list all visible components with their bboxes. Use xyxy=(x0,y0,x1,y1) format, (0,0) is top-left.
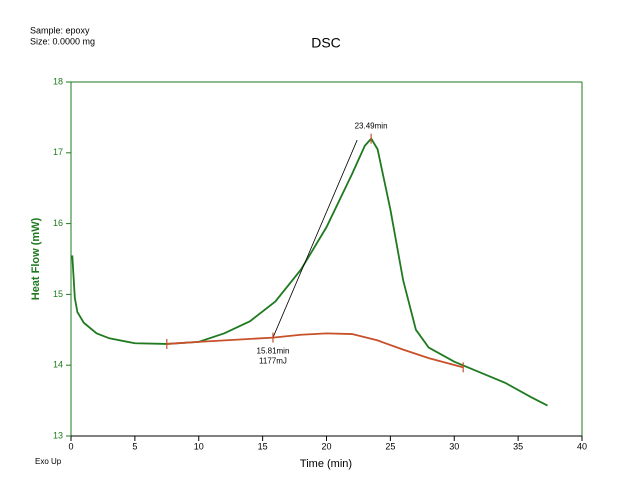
footnote: Exo Up xyxy=(35,457,62,466)
annotation: 23.49min xyxy=(355,122,388,131)
annotation: 15.81min xyxy=(257,347,290,356)
y-tick-label: 16 xyxy=(53,218,63,228)
tangent-line xyxy=(272,139,358,338)
x-tick-label: 25 xyxy=(385,441,395,451)
x-tick-label: 40 xyxy=(577,441,587,451)
size-info: Size: 0.0000 mg xyxy=(30,36,95,46)
sample-info: Sample: epoxy xyxy=(30,25,90,35)
x-tick-label: 30 xyxy=(449,441,459,451)
y-tick-label: 14 xyxy=(53,360,63,370)
annotation: 1177mJ xyxy=(259,357,287,366)
data-line xyxy=(71,137,548,407)
x-tick-label: 20 xyxy=(321,441,331,451)
data-line xyxy=(166,332,464,369)
x-tick-label: 5 xyxy=(132,441,137,451)
y-tick-label: 17 xyxy=(53,147,63,157)
y-tick-label: 13 xyxy=(53,430,63,440)
y-axis-label: Heat Flow (mW) xyxy=(30,217,42,300)
x-axis-label: Time (min) xyxy=(300,458,352,470)
x-tick-label: 0 xyxy=(68,441,73,451)
x-tick-label: 10 xyxy=(194,441,204,451)
y-tick-label: 15 xyxy=(53,289,63,299)
chart-title: DSC xyxy=(311,35,341,51)
x-tick-label: 35 xyxy=(513,441,523,451)
x-tick-label: 15 xyxy=(258,441,268,451)
y-tick-label: 18 xyxy=(53,76,63,86)
